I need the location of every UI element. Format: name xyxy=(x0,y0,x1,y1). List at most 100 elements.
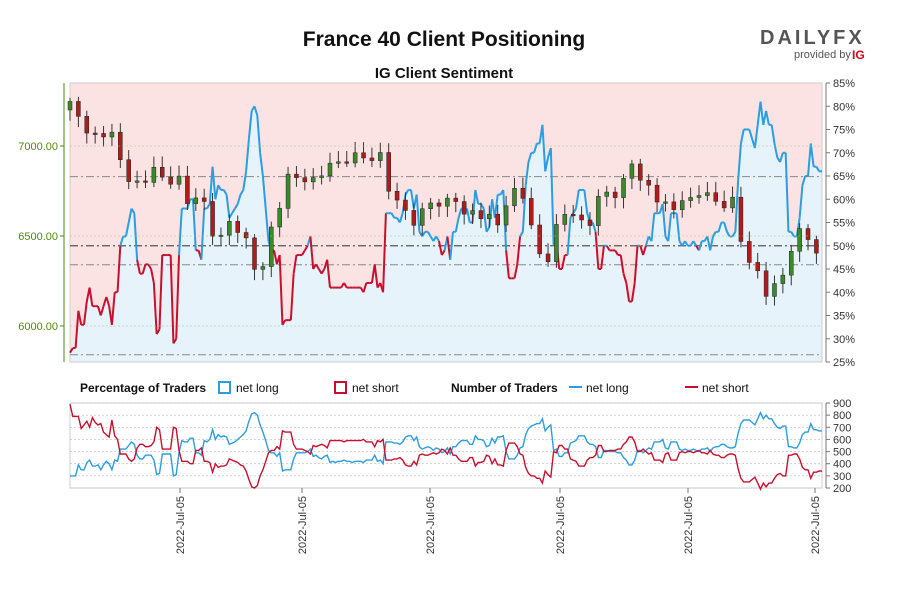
price-candle xyxy=(403,199,408,211)
sentiment-line-segment xyxy=(239,189,245,196)
sentiment-line-segment xyxy=(457,208,463,219)
price-candle xyxy=(411,210,417,226)
sentiment-line-segment xyxy=(675,213,681,242)
price-candle xyxy=(185,175,190,204)
sentiment-line-segment xyxy=(124,222,130,237)
price-candle xyxy=(352,152,358,164)
price-candle xyxy=(797,228,802,252)
percent-tick-label: 30% xyxy=(833,334,855,346)
price-candle xyxy=(109,131,115,138)
price-sentiment-panel: 6000.00 6500.00 7000.00 25% 30% 35% 40% 45% 50% 5… xyxy=(18,78,855,369)
price-candle xyxy=(386,152,391,192)
percent-tick-label: 25% xyxy=(833,357,855,369)
sentiment-line-segment xyxy=(206,203,211,210)
price-candle xyxy=(445,197,450,207)
sentiment-line-segment xyxy=(225,194,231,218)
sentiment-line-segment xyxy=(748,129,754,140)
count-tick-label: 900 xyxy=(833,398,851,410)
sentiment-line-segment xyxy=(619,254,625,274)
sentiment-line-segment xyxy=(175,255,181,339)
sentiment-line-segment xyxy=(217,184,222,191)
sentiment-line-segment xyxy=(667,213,673,242)
sentiment-line-segment xyxy=(178,208,183,256)
price-tick-label: 6500.00 xyxy=(18,231,58,243)
percent-tick-label: 65% xyxy=(833,171,855,183)
main-plot-frame xyxy=(69,82,823,363)
date-tick-label: 2022-Jul-05 xyxy=(297,496,309,554)
sentiment-line-segment xyxy=(261,175,267,209)
sentiment-line-segment xyxy=(644,236,650,247)
price-candle xyxy=(201,197,207,202)
legend-pct-short-swatch xyxy=(334,381,347,394)
sentiment-line-segment xyxy=(200,208,206,260)
sentiment-line-segment xyxy=(712,231,717,237)
price-candle xyxy=(520,188,526,199)
sentiment-line-segment xyxy=(519,231,524,237)
sentiment-line-segment xyxy=(119,236,125,247)
sentiment-line-segment xyxy=(438,240,443,256)
percent-tick-label: 55% xyxy=(833,218,855,230)
price-candle xyxy=(763,270,769,297)
price-candle xyxy=(327,162,333,177)
sentiment-line-segment xyxy=(278,255,284,325)
chart-subtitle: IG Client Sentiment xyxy=(375,65,513,82)
sentiment-line-segment xyxy=(326,259,331,288)
price-candle xyxy=(545,253,551,262)
price-candle xyxy=(638,163,643,181)
sentiment-line-segment xyxy=(790,231,795,237)
sentiment-line-segment xyxy=(493,194,499,218)
chart-title: France 40 Client Positioning xyxy=(303,28,585,51)
sentiment-line-segment xyxy=(315,263,320,270)
sentiment-line-segment xyxy=(684,240,689,247)
sentiment-line-segment xyxy=(521,185,527,232)
date-tick-label: 2022-Jul-05 xyxy=(175,496,187,554)
sentiment-line-segment xyxy=(709,236,714,251)
price-candle xyxy=(688,197,693,201)
sentiment-line-segment xyxy=(289,273,295,321)
sentiment-line-segment xyxy=(158,255,164,330)
sentiment-line-segment xyxy=(482,208,488,232)
price-candle xyxy=(570,214,576,217)
sentiment-line-segment xyxy=(449,231,454,260)
price-candle xyxy=(134,180,140,183)
sentiment-line-segment xyxy=(320,268,326,275)
date-tick-label: 2022-Jul-05 xyxy=(555,496,567,554)
sentiment-line-segment xyxy=(505,250,510,279)
sentiment-line-segment xyxy=(622,273,628,284)
sentiment-line-segment xyxy=(575,189,580,209)
sentiment-line-segment xyxy=(759,101,765,125)
sentiment-line-segment xyxy=(807,143,812,177)
price-candle xyxy=(596,196,601,226)
price-candle xyxy=(478,210,484,220)
sentiment-line-segment xyxy=(633,245,639,284)
sentiment-line-segment xyxy=(614,249,619,256)
sentiment-line-segment xyxy=(591,222,597,233)
price-candle xyxy=(747,241,752,263)
sentiment-line-segment xyxy=(88,287,94,307)
net-short-count-line xyxy=(69,404,822,491)
price-candle xyxy=(470,210,475,215)
sentiment-line-segment xyxy=(698,240,703,251)
logo-ig: IG xyxy=(852,48,865,62)
sentiment-line-segment xyxy=(99,305,105,316)
sentiment-line-segment xyxy=(303,245,309,251)
price-candle xyxy=(336,161,341,164)
sentiment-line-segment xyxy=(440,249,446,256)
price-candle xyxy=(612,191,618,198)
sentiment-line-segment xyxy=(426,231,432,237)
sentiment-line-segment xyxy=(726,231,731,237)
price-candle xyxy=(772,283,777,297)
bullish-band xyxy=(70,101,822,362)
price-candle xyxy=(260,266,266,270)
sentiment-line-segment xyxy=(650,213,656,242)
count-tick-label: 200 xyxy=(833,483,851,495)
sentiment-line-segment xyxy=(192,199,197,251)
sentiment-line-segment xyxy=(739,129,745,144)
price-candle xyxy=(277,208,282,228)
price-candle xyxy=(243,232,249,239)
sentiment-line-segment xyxy=(527,152,533,163)
percent-tick-label: 85% xyxy=(833,78,855,90)
sentiment-line-segment xyxy=(147,263,152,270)
sentiment-line-segment xyxy=(82,301,88,325)
